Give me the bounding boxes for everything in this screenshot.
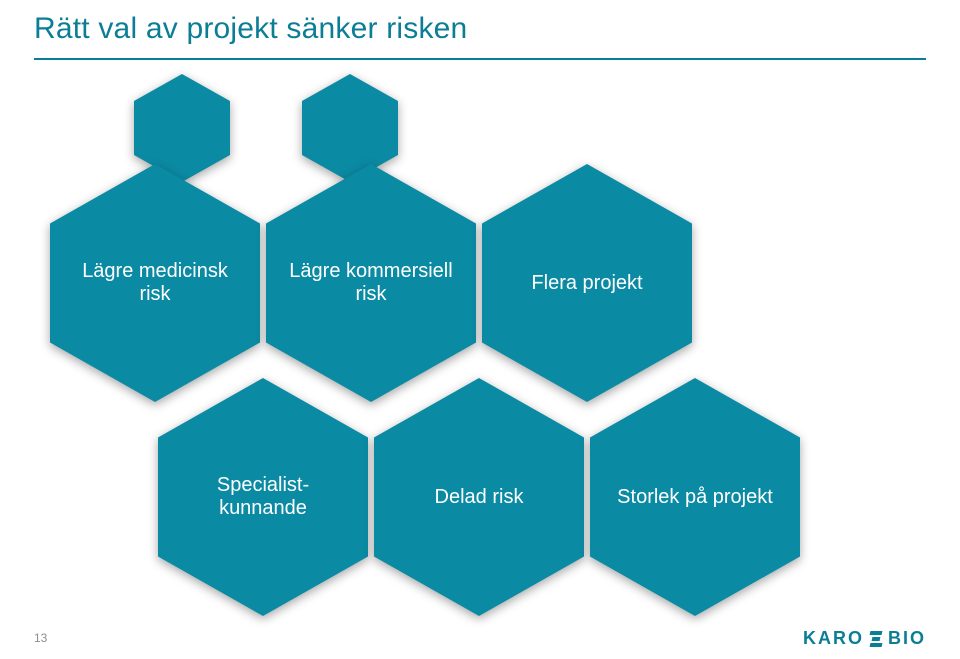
hex-big-4: Flera projekt	[482, 164, 692, 402]
page-number: 13	[34, 631, 47, 645]
hex-label: Lägre kommersiell risk	[284, 260, 458, 306]
logo-text-left: KARO	[803, 628, 864, 649]
hex-label: Delad risk	[435, 486, 524, 509]
hex-big-7: Storlek på projekt	[590, 378, 800, 616]
hex-big-5: Specialist-kunnande	[158, 378, 368, 616]
hex-label: Specialist-kunnande	[176, 474, 350, 520]
hex-big-3: Lägre kommersiell risk	[266, 164, 476, 402]
hex-big-2: Lägre medicinsk risk	[50, 164, 260, 402]
logo-text-right: BIO	[888, 628, 926, 649]
hex-label: Lägre medicinsk risk	[68, 260, 242, 306]
brand-logo: KARO BIO	[803, 628, 926, 649]
page-title: Rätt val av projekt sänker risken	[34, 12, 467, 46]
hex-label: Flera projekt	[531, 272, 642, 295]
hex-label: Storlek på projekt	[617, 486, 773, 509]
hex-big-6: Delad risk	[374, 378, 584, 616]
title-rule	[34, 58, 926, 60]
logo-glyph-icon	[870, 631, 882, 647]
